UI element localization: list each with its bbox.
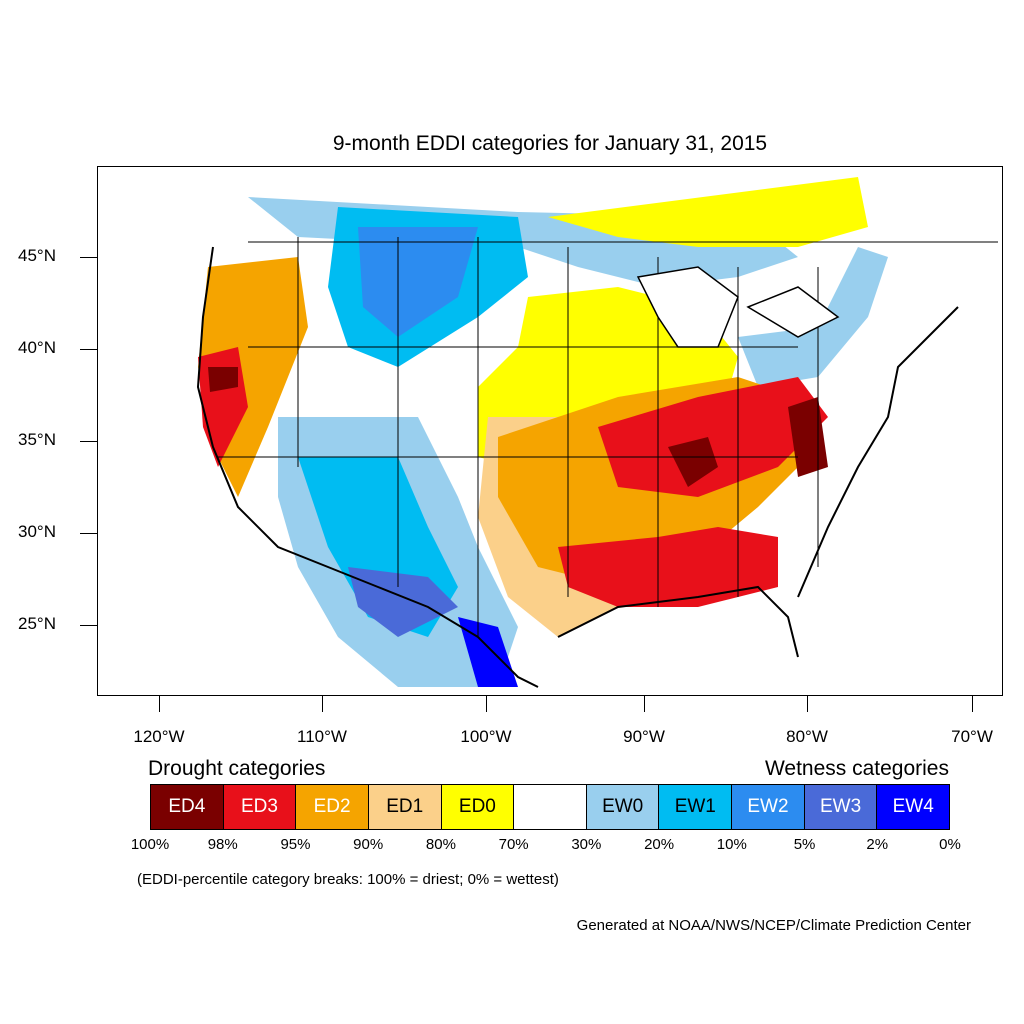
lat-label: 30°N <box>18 522 56 541</box>
legend-break-label: 30% <box>571 836 602 853</box>
credit-line: Generated at NOAA/NWS/NCEP/Climate Predi… <box>576 917 971 934</box>
legend-break-label: 5% <box>793 836 816 853</box>
map-title: 9-month EDDI categories for January 31, … <box>332 132 768 155</box>
lat-tick <box>80 533 97 534</box>
legend-break-label: 90% <box>353 836 384 853</box>
lon-tick <box>644 696 645 712</box>
region-ed4-ohio-valley <box>668 437 718 487</box>
legend-break-label: 10% <box>716 836 747 853</box>
region-ed0-canada <box>548 177 868 247</box>
us-coastline <box>196 246 959 688</box>
region-ed3-ohio-valley <box>598 377 828 497</box>
eddi-map <box>196 177 998 688</box>
legend-swatch-neutral <box>514 785 587 829</box>
legend-break-label: 20% <box>644 836 675 853</box>
legend-drought-title: Drought categories <box>148 757 326 780</box>
legend-break-label: 80% <box>425 836 456 853</box>
lon-label: 70°W <box>951 727 993 746</box>
legend-break-label: 100% <box>130 836 170 853</box>
legend-swatch-ed4: ED4 <box>151 785 224 829</box>
region-ew2-northeast <box>738 247 888 387</box>
lon-tick <box>159 696 160 712</box>
legend-break-label: 95% <box>280 836 311 853</box>
lon-tick <box>807 696 808 712</box>
legend-colorbar: ED4 ED3 ED2 ED1 ED0 EW0 EW1 EW2 EW3 EW4 <box>150 784 950 830</box>
lon-label: 120°W <box>133 727 185 746</box>
legend-break-label: 98% <box>207 836 238 853</box>
legend-break-label: 70% <box>498 836 529 853</box>
lat-label: 25°N <box>18 614 56 633</box>
legend-wetness-title: Wetness categories <box>764 757 949 780</box>
legend-swatch-ew2: EW2 <box>732 785 805 829</box>
lon-label: 110°W <box>297 727 347 746</box>
legend-swatch-ed0: ED0 <box>441 785 515 829</box>
lat-tick <box>80 257 97 258</box>
lat-label: 40°N <box>18 338 56 357</box>
great-lakes <box>636 266 840 348</box>
lon-tick <box>322 696 323 712</box>
region-ew2-rockies <box>358 227 478 337</box>
lat-tick <box>80 349 97 350</box>
lon-label: 90°W <box>623 727 665 746</box>
lon-tick <box>972 696 973 712</box>
legend-break-label: 2% <box>866 836 889 853</box>
lat-tick <box>80 441 97 442</box>
state-borders <box>218 237 998 637</box>
region-ew3-mexico <box>348 567 458 637</box>
legend-break-label: 0% <box>939 836 961 853</box>
lat-label: 35°N <box>18 430 56 449</box>
legend-swatch-ed1: ED1 <box>368 785 442 829</box>
legend-swatch-ew3: EW3 <box>804 785 878 829</box>
legend-swatch-ed2: ED2 <box>296 785 369 829</box>
lon-label: 80°W <box>786 727 828 746</box>
region-ed4-california <box>208 367 238 392</box>
lon-tick <box>486 696 487 712</box>
map-frame <box>97 166 1003 696</box>
lat-tick <box>80 625 97 626</box>
region-ed3-south <box>558 527 778 607</box>
lat-label: 45°N <box>18 246 56 265</box>
lon-label: 100°W <box>460 727 512 746</box>
legend-swatch-ew0: EW0 <box>586 785 660 829</box>
legend-swatch-ew4: EW4 <box>877 785 950 829</box>
legend-note: (EDDI-percentile category breaks: 100% =… <box>137 871 559 888</box>
legend-swatch-ew1: EW1 <box>659 785 733 829</box>
legend-swatch-ed3: ED3 <box>223 785 297 829</box>
